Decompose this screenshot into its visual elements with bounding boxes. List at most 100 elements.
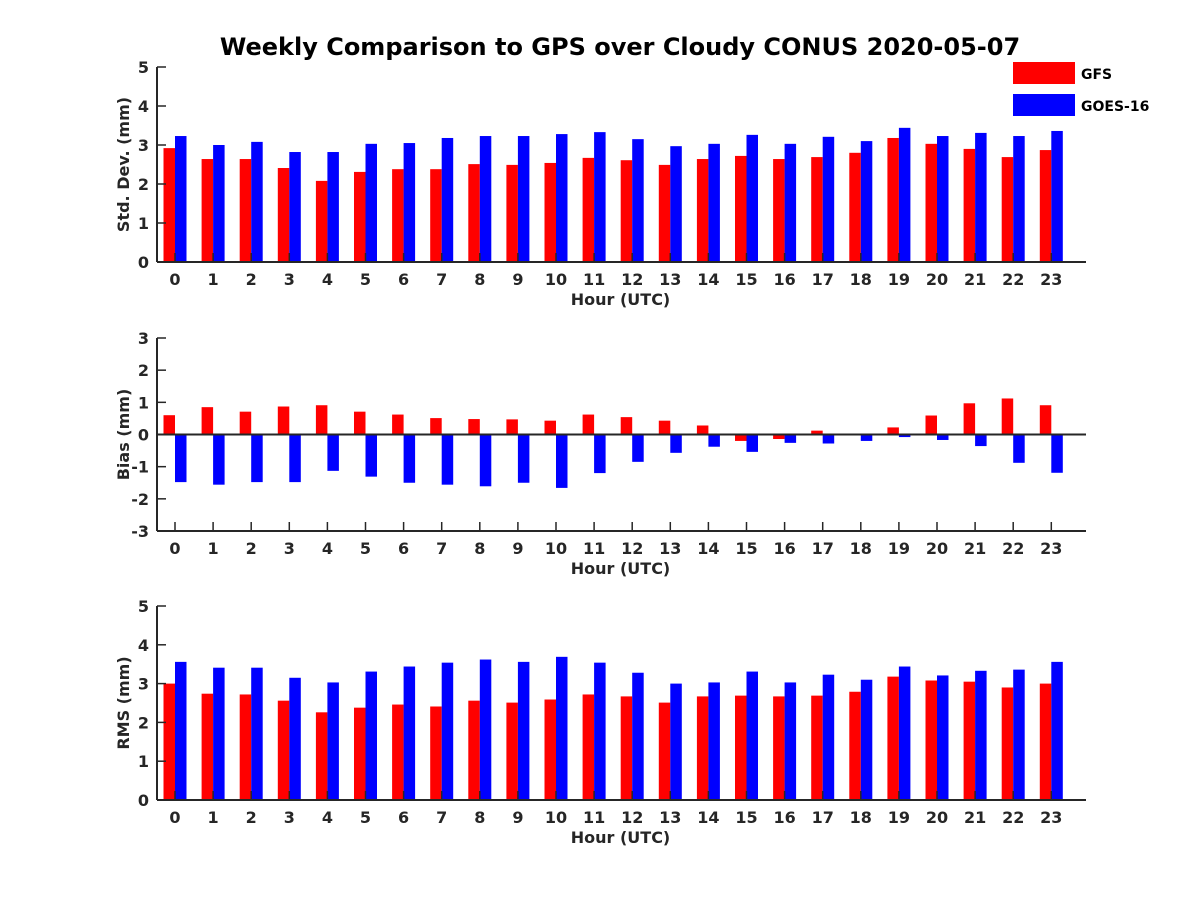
bar-gfs-13 bbox=[658, 420, 671, 435]
x-tick-label: 0 bbox=[169, 270, 180, 289]
x-tick-label: 11 bbox=[583, 270, 605, 289]
bar-gfs-8 bbox=[468, 164, 480, 262]
y-tick-label: 0 bbox=[138, 253, 149, 272]
x-tick-label: 19 bbox=[888, 539, 910, 558]
x-axis-label: Hour (UTC) bbox=[571, 828, 671, 847]
bar-gfs-0 bbox=[163, 415, 175, 435]
y-tick-label: 4 bbox=[138, 636, 149, 655]
bar-gfs-7 bbox=[430, 169, 442, 262]
bar-goes-16-9 bbox=[517, 661, 530, 800]
bar-goes-16-18 bbox=[860, 434, 873, 441]
bar-goes-16-17 bbox=[822, 136, 835, 262]
x-tick-label: 3 bbox=[284, 270, 295, 289]
bar-gfs-21 bbox=[963, 403, 976, 435]
x-tick-label: 10 bbox=[545, 270, 567, 289]
bar-gfs-17 bbox=[811, 695, 823, 800]
bar-goes-16-23 bbox=[1051, 130, 1063, 262]
bar-goes-16-20 bbox=[937, 675, 949, 800]
chart-title: Weekly Comparison to GPS over Cloudy CON… bbox=[220, 33, 1020, 61]
x-tick-label: 16 bbox=[773, 539, 795, 558]
bar-goes-16-1 bbox=[213, 667, 225, 800]
x-tick-label: 23 bbox=[1040, 808, 1062, 827]
bar-goes-16-23 bbox=[1051, 661, 1063, 800]
x-tick-label: 18 bbox=[850, 539, 872, 558]
bar-goes-16-14 bbox=[708, 682, 720, 800]
bar-goes-16-0 bbox=[175, 661, 187, 800]
x-tick-label: 8 bbox=[474, 270, 485, 289]
bar-goes-16-8 bbox=[479, 136, 492, 262]
legend-swatch-gfs bbox=[1013, 62, 1075, 84]
x-tick-label: 1 bbox=[208, 539, 219, 558]
bar-goes-16-0 bbox=[175, 136, 187, 262]
x-tick-label: 1 bbox=[208, 808, 219, 827]
bar-goes-16-21 bbox=[975, 670, 987, 800]
y-tick-label: 1 bbox=[138, 752, 149, 771]
bar-gfs-14 bbox=[696, 696, 709, 800]
bar-goes-16-15 bbox=[746, 134, 758, 262]
x-tick-label: 2 bbox=[246, 270, 257, 289]
legend-label-gfs: GFS bbox=[1081, 67, 1112, 83]
bar-gfs-2 bbox=[239, 694, 252, 800]
bar-gfs-9 bbox=[506, 702, 518, 800]
bar-gfs-10 bbox=[544, 699, 556, 800]
bar-goes-16-21 bbox=[975, 132, 987, 262]
x-tick-label: 0 bbox=[169, 808, 180, 827]
x-tick-label: 20 bbox=[926, 270, 948, 289]
x-tick-label: 20 bbox=[926, 539, 948, 558]
x-tick-label: 9 bbox=[512, 539, 523, 558]
x-tick-label: 6 bbox=[398, 808, 409, 827]
x-tick-label: 12 bbox=[621, 539, 643, 558]
x-tick-label: 1 bbox=[208, 270, 219, 289]
bar-goes-16-5 bbox=[365, 143, 377, 262]
bar-gfs-15 bbox=[735, 155, 747, 262]
x-tick-label: 18 bbox=[850, 270, 872, 289]
bar-gfs-21 bbox=[963, 148, 976, 262]
bar-goes-16-23 bbox=[1051, 434, 1063, 473]
bar-goes-16-21 bbox=[975, 434, 987, 447]
bar-goes-16-12 bbox=[632, 434, 644, 462]
bar-goes-16-16 bbox=[784, 143, 797, 262]
y-tick-label: 0 bbox=[138, 426, 149, 445]
x-tick-label: 7 bbox=[436, 808, 447, 827]
bar-gfs-13 bbox=[658, 164, 671, 262]
bar-goes-16-9 bbox=[517, 136, 530, 262]
x-tick-label: 16 bbox=[773, 270, 795, 289]
x-tick-label: 15 bbox=[735, 539, 757, 558]
bar-gfs-5 bbox=[354, 411, 366, 435]
x-tick-label: 15 bbox=[735, 808, 757, 827]
bar-gfs-20 bbox=[925, 143, 937, 262]
bar-goes-16-1 bbox=[213, 145, 225, 262]
x-tick-label: 10 bbox=[545, 539, 567, 558]
bar-gfs-11 bbox=[582, 694, 595, 800]
bar-goes-16-14 bbox=[708, 434, 720, 447]
y-axis-label: Bias (mm) bbox=[114, 389, 133, 481]
bar-goes-16-9 bbox=[517, 434, 530, 483]
bar-goes-16-19 bbox=[898, 434, 911, 438]
y-tick-label: 3 bbox=[138, 329, 149, 348]
bar-gfs-8 bbox=[468, 419, 480, 435]
x-tick-label: 9 bbox=[512, 270, 523, 289]
y-tick-label: 3 bbox=[138, 675, 149, 694]
x-axis-label: Hour (UTC) bbox=[571, 290, 671, 309]
bar-gfs-11 bbox=[582, 414, 595, 435]
bar-gfs-9 bbox=[506, 419, 518, 435]
bar-gfs-22 bbox=[1001, 398, 1014, 435]
bar-goes-16-22 bbox=[1013, 136, 1025, 262]
bar-goes-16-15 bbox=[746, 434, 758, 452]
bar-gfs-18 bbox=[849, 691, 861, 800]
x-tick-label: 3 bbox=[284, 539, 295, 558]
bar-goes-16-4 bbox=[327, 152, 339, 262]
x-tick-label: 11 bbox=[583, 539, 605, 558]
bar-goes-16-3 bbox=[289, 434, 301, 483]
bar-gfs-22 bbox=[1001, 157, 1014, 262]
x-tick-label: 19 bbox=[888, 270, 910, 289]
bar-goes-16-13 bbox=[670, 683, 682, 800]
bar-goes-16-11 bbox=[594, 434, 606, 474]
x-tick-label: 22 bbox=[1002, 539, 1024, 558]
bar-gfs-3 bbox=[277, 700, 290, 800]
bar-gfs-21 bbox=[963, 681, 976, 800]
bar-gfs-23 bbox=[1039, 150, 1052, 262]
bar-goes-16-16 bbox=[784, 434, 797, 443]
y-tick-label: -2 bbox=[131, 490, 149, 509]
